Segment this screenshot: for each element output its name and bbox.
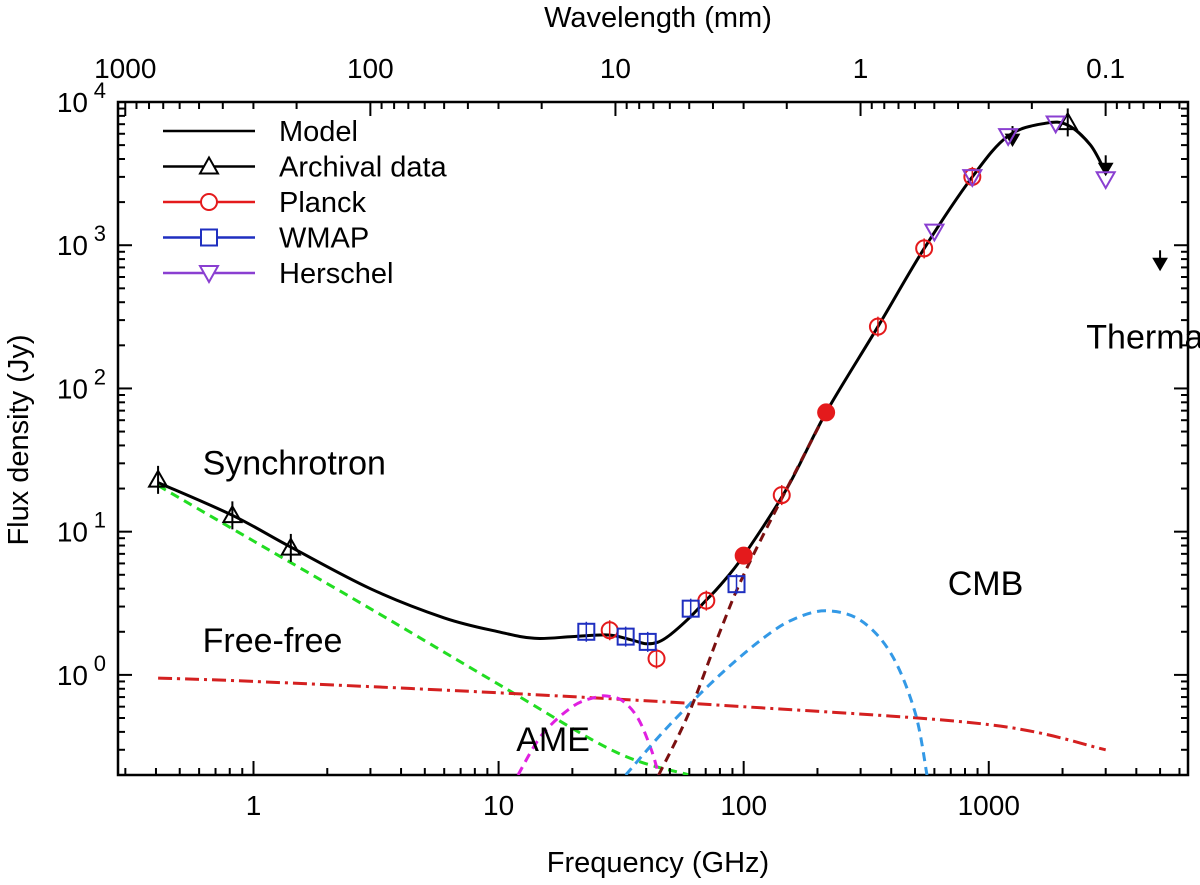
point-archival-data-upper-limits: [1152, 257, 1168, 272]
point-herschel: [923, 223, 946, 243]
x2-tick-label: 1000: [94, 53, 156, 84]
legend-entry-wmap: WMAP: [163, 223, 369, 255]
y-axis-title: Flux density (Jy): [3, 334, 35, 545]
legend-marker: [200, 228, 218, 247]
legend-entry-archival-data: Archival data: [163, 152, 448, 184]
x2-tick-label: 100: [347, 53, 394, 84]
point-planck-filled: [817, 403, 836, 422]
legend-label: Herschel: [279, 258, 393, 290]
legend-marker: [200, 193, 218, 211]
x2-tick-label: 10: [600, 53, 631, 84]
point-herschel: [961, 169, 984, 188]
curve-free-free: [158, 676, 1107, 752]
x-tick-label: 1: [246, 790, 262, 821]
curve-ame: [516, 694, 661, 775]
legend-label: Planck: [279, 187, 367, 219]
point-herschel: [1044, 115, 1067, 135]
y-tick-exponent: 0: [94, 651, 106, 676]
x-tick-label: 10: [483, 790, 514, 821]
annotation-cmb: CMB: [948, 565, 1024, 603]
y-tick-exponent: 3: [94, 221, 106, 246]
point-herschel: [997, 128, 1019, 147]
legend-label: Archival data: [279, 152, 448, 184]
y-tick-label: 10: [57, 660, 88, 691]
x2-tick-label: 1: [853, 53, 869, 84]
legend-label: Model: [279, 116, 358, 148]
data-points: [147, 108, 1168, 669]
annotation-thermal-dust: Thermal dust: [1086, 319, 1200, 357]
annotation-ame: AME: [516, 721, 590, 759]
legend-entry-herschel: Herschel: [163, 258, 393, 290]
x2-tick-label: 0.1: [1086, 53, 1125, 84]
point-planck-filled: [734, 546, 753, 565]
legend-entry-planck: Planck: [163, 187, 367, 219]
point-herschel: [1094, 171, 1117, 191]
y-tick-exponent: 1: [94, 508, 106, 533]
point-archival-data-upper-limits: [1004, 133, 1021, 148]
legend-marker: [198, 265, 220, 285]
annotation-synchrotron: Synchrotron: [203, 445, 386, 483]
curve-thermal-dust: [657, 411, 828, 775]
point-archival-data-upper-limits: [1097, 162, 1114, 177]
annotations: Synchrotron Thermal dust CMB Free-free AME: [203, 319, 1200, 759]
annotation-free-free: Free-free: [203, 622, 343, 660]
x-axis-title: Frequency (GHz): [547, 847, 769, 879]
y-tick-label: 10: [57, 373, 88, 404]
x-tick-label: 100: [720, 790, 767, 821]
x-tick-label: 1000: [958, 790, 1020, 821]
legend-label: WMAP: [279, 223, 369, 255]
x2-axis-title: Wavelength (mm): [544, 2, 772, 34]
curve-cmb: [624, 609, 929, 775]
curve-synchrotron: [157, 484, 690, 775]
y-tick-label: 10: [57, 87, 88, 118]
legend-marker: [198, 155, 220, 175]
legend-entry-model: Model: [163, 116, 358, 148]
y-tick-label: 10: [57, 517, 88, 548]
y-tick-exponent: 2: [94, 364, 106, 389]
y-tick-exponent: 4: [94, 78, 106, 103]
y-tick-label: 10: [57, 230, 88, 261]
